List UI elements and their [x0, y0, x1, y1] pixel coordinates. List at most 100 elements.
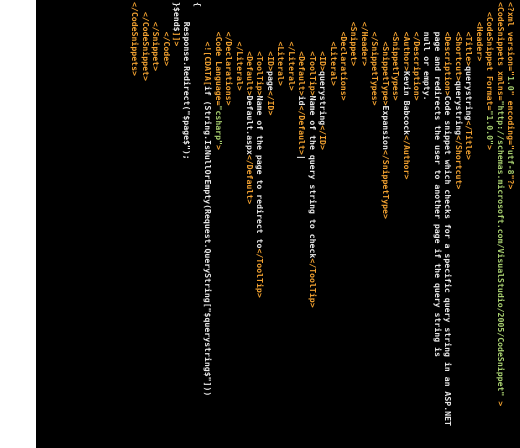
- code-token: <Header>: [474, 21, 485, 62]
- code-token: <![CDATA[: [203, 41, 214, 86]
- code-token: </Author>: [401, 135, 412, 180]
- code-token: [256, 2, 266, 51]
- code-token: Language=: [213, 61, 224, 106]
- code-token: <ToolTip>: [307, 51, 318, 96]
- code-token: [235, 2, 245, 41]
- code-token: "http://schemas.microsoft.com/VisualStud…: [495, 100, 506, 397]
- code-token: </Header>: [359, 21, 370, 67]
- code-token: "csharp": [213, 105, 224, 145]
- code-token: <Description>: [443, 31, 454, 96]
- code-token: <SnippetTypes>: [391, 31, 402, 101]
- code-line: </SnippetTypes>: [370, 2, 380, 448]
- code-token: </Title>: [464, 120, 475, 160]
- code-token: <Default>: [245, 51, 256, 96]
- code-token: <ToolTip>: [255, 51, 266, 96]
- code-line: </CodeSnippet>: [140, 2, 151, 448]
- code-token: " encoding=": [506, 90, 516, 150]
- code-token: <Default>: [297, 51, 308, 96]
- code-line: </Description>: [412, 2, 422, 448]
- code-token: <CodeSnippet: [485, 11, 496, 76]
- code-line: page and redirects the user to another p…: [433, 2, 443, 448]
- code-line: </Snippet>: [151, 2, 161, 448]
- code-token: Kevin Babcock: [401, 71, 412, 136]
- code-line: <![CDATA[if (String.IsNullOrEmpty(Reques…: [203, 2, 213, 448]
- code-token: id: [297, 95, 308, 106]
- code-token: <ID>: [318, 51, 329, 72]
- code-line: <Description>Code snippet which checks f…: [443, 2, 453, 448]
- code-token: <Literal>: [276, 41, 287, 86]
- code-line: </Literal>: [286, 2, 297, 448]
- code-token: <Declarations>: [339, 31, 349, 101]
- code-token: [339, 2, 349, 32]
- code-line: <CodeSnippet Format="1.0.0">: [485, 2, 495, 448]
- code-token: [381, 2, 391, 41]
- code-token: [391, 2, 401, 32]
- code-token: [162, 2, 172, 32]
- code-token: [443, 2, 453, 32]
- code-line: <Shortcut>querystring</Shortcut>: [453, 2, 464, 448]
- code-token: <Literal>: [328, 41, 339, 86]
- code-token: <?xml version=": [506, 2, 516, 76]
- code-line: <Default>id</Default>|: [297, 2, 307, 448]
- code-line: <?xml version="1.0" encoding="utf-8"?>: [506, 2, 516, 448]
- code-token: [402, 2, 412, 32]
- code-token: </ToolTip>: [307, 258, 318, 308]
- code-token: [485, 2, 495, 12]
- code-token: </Description>: [412, 31, 423, 101]
- code-token: [308, 2, 318, 51]
- code-token: {: [192, 2, 203, 7]
- code-token: xmlns=: [495, 71, 506, 101]
- code-token: utf-8: [506, 149, 516, 175]
- code-token: >: [495, 396, 506, 407]
- code-line: <Code Language="csharp">: [213, 2, 224, 448]
- code-token: "1.0.0": [485, 110, 496, 145]
- code-line: Response.Redirect("$page$");: [182, 2, 192, 448]
- code-token: <ID>: [265, 51, 276, 72]
- code-line: }$end$]]>: [172, 2, 182, 448]
- code-line: <Snippet>: [349, 2, 359, 448]
- code-token: </SnippetType>: [380, 149, 391, 219]
- code-token: >: [485, 144, 496, 150]
- code-text-area[interactable]: <?xml version="1.0" encoding="utf-8"?> <C…: [36, 0, 520, 448]
- code-token: Name of the query string to check: [307, 95, 318, 259]
- code-token: 1.0: [506, 75, 516, 91]
- code-token: querystring: [464, 66, 475, 121]
- code-token: </Literal>: [234, 41, 245, 91]
- code-token: </Default>: [297, 105, 308, 155]
- code-token: "?>: [506, 174, 516, 190]
- code-editor[interactable]: <?xml version="1.0" encoding="utf-8"?> <C…: [36, 0, 520, 448]
- code-token: Expansion: [380, 105, 391, 150]
- code-token: [287, 2, 297, 41]
- code-token: </Snippet>: [151, 21, 162, 72]
- text-cursor: |: [297, 154, 308, 160]
- code-line: </Header>: [359, 2, 370, 448]
- code-line: <Declarations>: [339, 2, 349, 448]
- code-token: <Author>: [401, 31, 412, 72]
- code-token: querystring: [453, 80, 464, 136]
- code-token: <CodeSnippets: [495, 2, 506, 72]
- code-token: [151, 2, 161, 22]
- code-line: </Declarations>: [224, 2, 234, 448]
- code-token: [224, 2, 234, 32]
- code-line: <ToolTip>Name of the query string to che…: [307, 2, 318, 448]
- code-token: </Declarations>: [224, 31, 235, 106]
- code-line: <CodeSnippets xmlns="http://schemas.micr…: [495, 2, 506, 448]
- code-token: </ID>: [318, 125, 329, 150]
- code-token: [360, 2, 370, 22]
- code-token: </Default>: [245, 154, 256, 205]
- code-token: ]]>: [172, 31, 182, 47]
- code-line: </Literal>: [234, 2, 245, 448]
- code-token: </ID>: [265, 90, 276, 116]
- code-line: <Literal>: [328, 2, 339, 448]
- code-token: [464, 2, 474, 32]
- code-line: null or empty.: [422, 2, 433, 448]
- code-token: [412, 2, 422, 32]
- code-line: <Title>querystring</Title>: [464, 2, 474, 448]
- code-token: </Code>: [161, 31, 172, 67]
- code-line: <Literal>: [276, 2, 286, 448]
- code-token: <Shortcut>: [453, 31, 464, 81]
- code-token: [266, 2, 276, 51]
- code-token: </CodeSnippet>: [140, 11, 151, 81]
- code-token: [141, 2, 151, 12]
